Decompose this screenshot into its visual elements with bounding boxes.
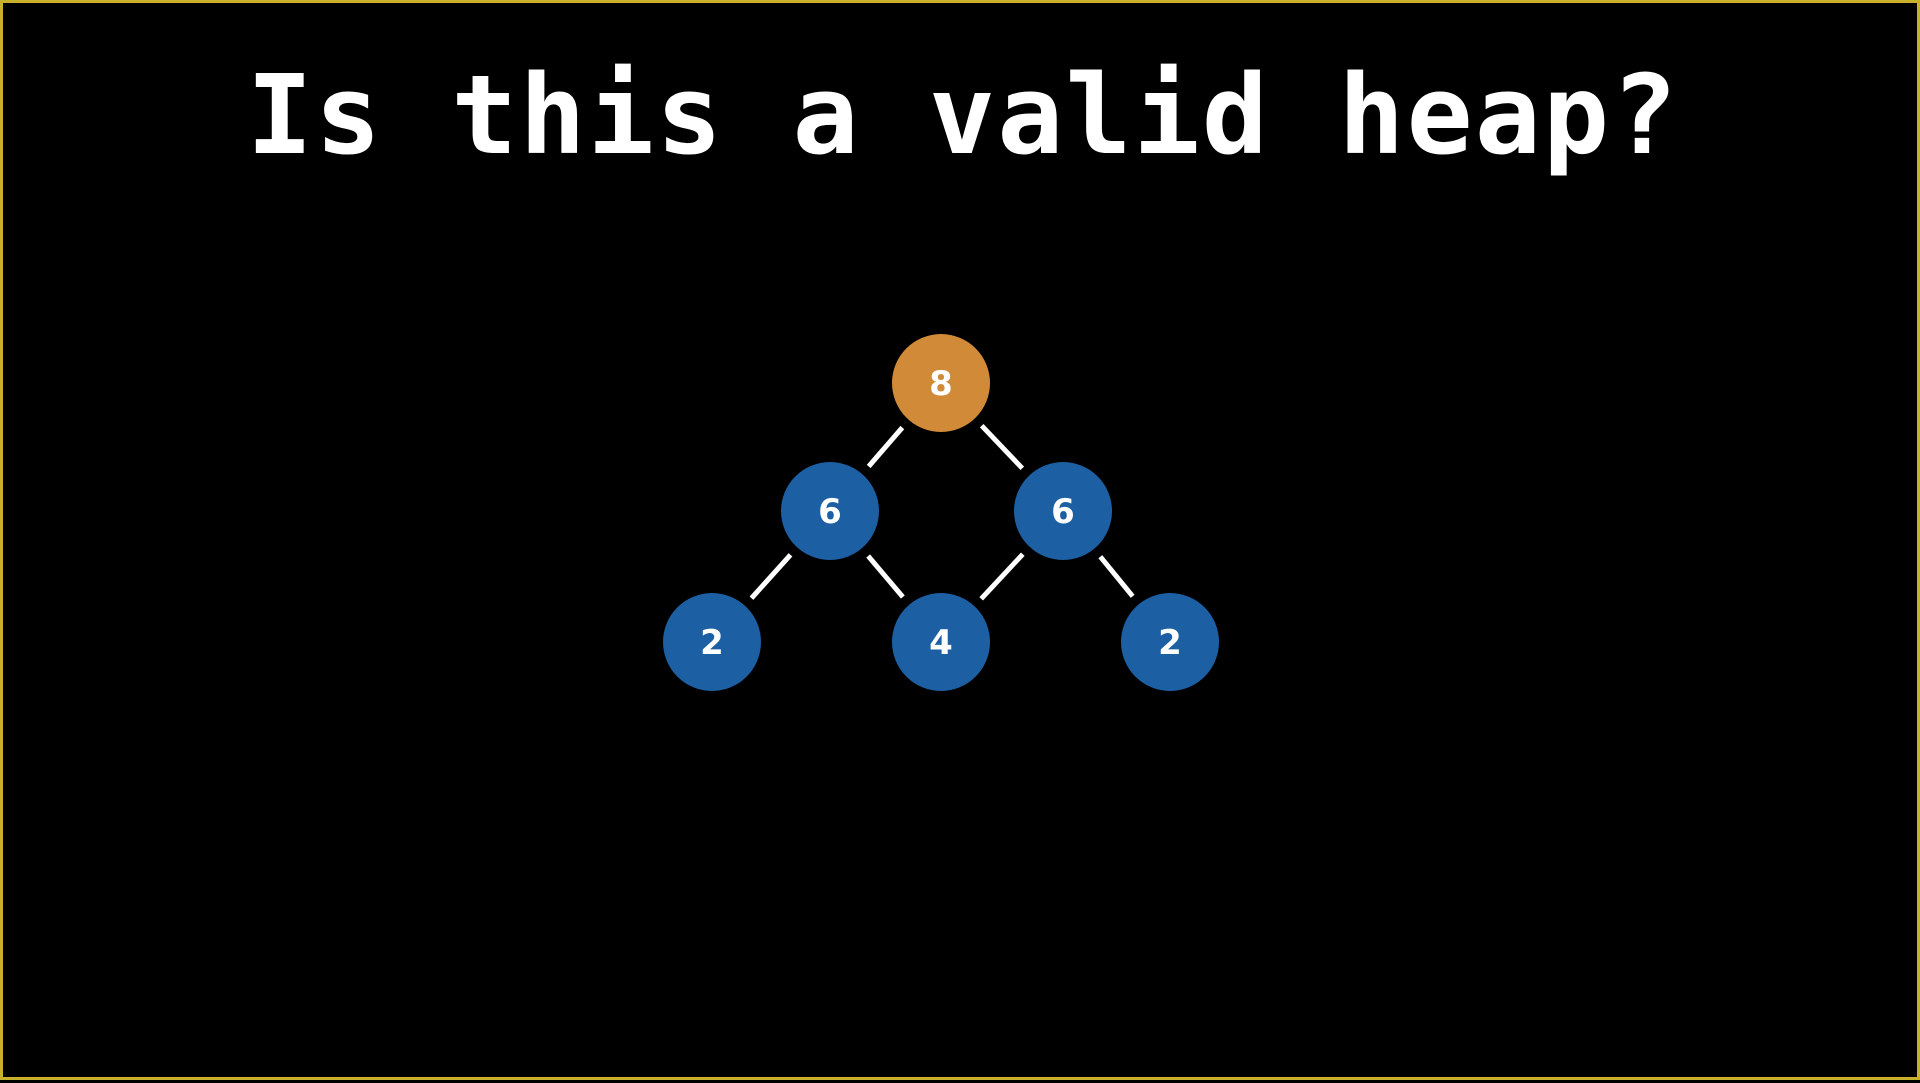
tree-edge-n0-n2 <box>979 423 1025 471</box>
tree-node-n4: 4 <box>892 593 990 691</box>
node-circle <box>663 593 761 691</box>
tree-node-n5: 2 <box>1121 593 1219 691</box>
node-value-label: 2 <box>700 623 724 663</box>
root-node-circle <box>892 334 990 432</box>
node-circle <box>1014 462 1112 560</box>
node-circle <box>1121 593 1219 691</box>
node-value-label: 6 <box>818 492 842 532</box>
tree-edge-n1-n3 <box>749 553 793 600</box>
tree-edge-n1-n4 <box>866 554 905 599</box>
node-circle <box>781 462 879 560</box>
node-value-label: 2 <box>1158 623 1182 663</box>
node-value-label: 6 <box>1051 492 1075 532</box>
tree-edges <box>749 423 1135 601</box>
heap-tree-diagram: 8 6 6 2 4 2 <box>663 334 1219 691</box>
node-value-label: 8 <box>929 364 953 404</box>
slide-title: Is this a valid heap? <box>246 51 1680 179</box>
tree-node-n0: 8 <box>892 334 990 432</box>
tree-edge-n2-n5 <box>1098 555 1135 598</box>
tree-node-n3: 2 <box>663 593 761 691</box>
tree-edge-n0-n1 <box>866 425 905 469</box>
node-value-label: 4 <box>929 623 953 663</box>
tree-nodes: 8 6 6 2 4 2 <box>663 334 1219 691</box>
tree-node-n2: 6 <box>1014 462 1112 560</box>
node-circle <box>892 593 990 691</box>
tree-node-n1: 6 <box>781 462 879 560</box>
tree-edge-n2-n4 <box>979 552 1025 601</box>
